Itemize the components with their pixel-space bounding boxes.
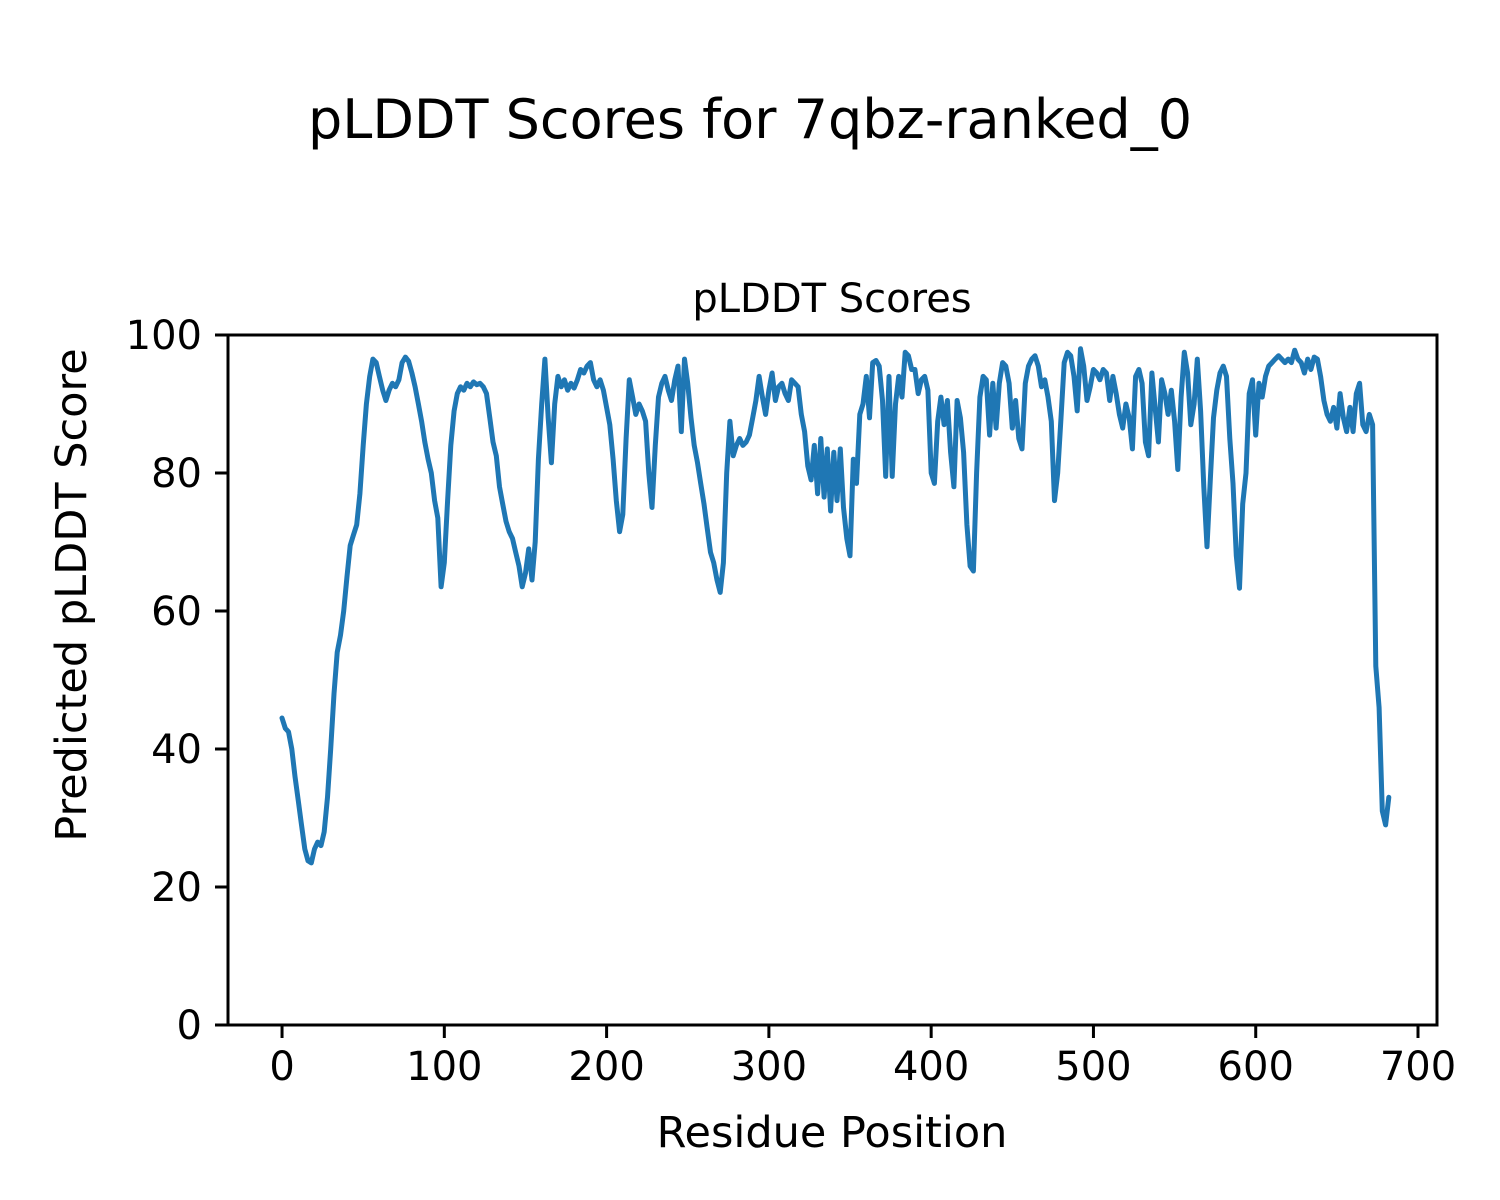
figure-title: pLDDT Scores for 7qbz-ranked_0 [307,88,1193,151]
x-tick-label-6: 600 [1218,1044,1294,1090]
y-tick-label-3: 60 [151,589,202,635]
y-tick-label-2: 40 [151,727,202,773]
x-tick-label-2: 200 [568,1044,644,1090]
y-tick-label-0: 0 [177,1003,202,1049]
plot-frame [226,333,1439,1027]
axes-title: pLDDT Scores [692,276,972,322]
y-tick-label-5: 100 [126,313,202,359]
y-tick-label-1: 20 [151,865,202,911]
x-tick-label-4: 400 [893,1044,969,1090]
x-tick-label-5: 500 [1055,1044,1131,1090]
plddt-line [279,346,1392,866]
x-tick-label-3: 300 [731,1044,807,1090]
y-tick-label-4: 80 [151,451,202,497]
x-tick-label-1: 100 [406,1044,482,1090]
x-tick-label-7: 700 [1380,1044,1456,1090]
y-axis-label: Predicted pLDDT Score [47,348,97,842]
x-tick-label-0: 0 [269,1044,294,1090]
x-axis-label: Residue Position [656,1108,1008,1158]
